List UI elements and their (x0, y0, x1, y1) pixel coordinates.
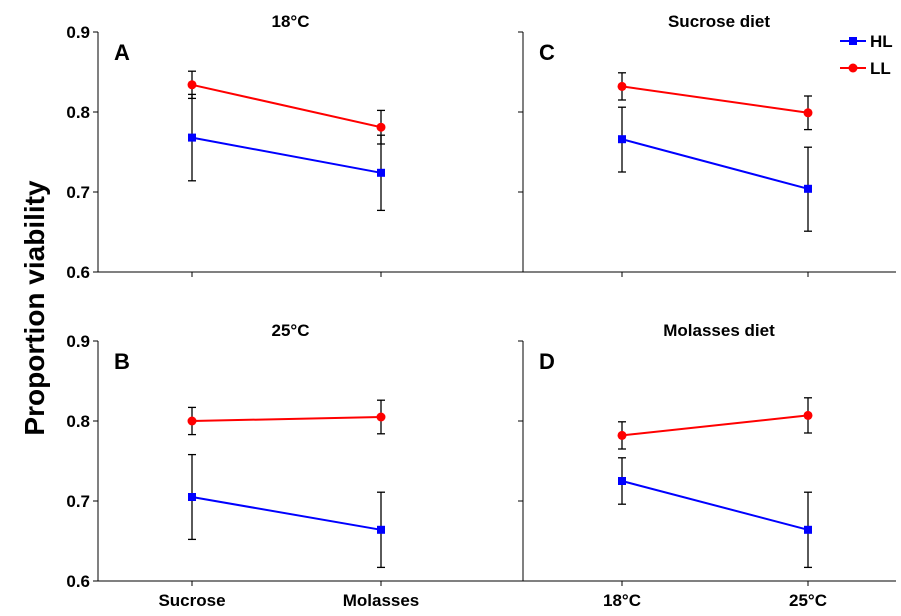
x-tick-label: Sucrose (158, 591, 225, 610)
x-tick-label: 25°C (789, 591, 827, 610)
data-point (187, 80, 197, 90)
legend-entry-hl: HL (840, 32, 893, 51)
data-point (804, 525, 812, 534)
y-axis-label: Proportion viability (19, 180, 50, 436)
panel-a: 0.6 0.7 0.8 0.9 A 18°C (66, 12, 523, 282)
data-point (617, 81, 627, 91)
panel-title: 18°C (272, 12, 310, 31)
y-tick-label: 0.6 (66, 572, 90, 591)
data-point (803, 410, 813, 420)
y-tick-label: 0.7 (66, 183, 90, 202)
series-line (191, 496, 382, 531)
data-point (803, 108, 813, 118)
series-hl (188, 453, 385, 569)
panel-c: C Sucrose diet (518, 12, 896, 277)
data-point (618, 135, 626, 144)
series-line (621, 414, 809, 437)
legend-label: LL (870, 59, 891, 78)
legend-marker (848, 63, 858, 73)
data-point (618, 477, 626, 485)
x-tick-label: Molasses (343, 591, 420, 610)
panel-letter: C (539, 40, 555, 65)
data-point (188, 493, 196, 501)
panel-title: Sucrose diet (668, 12, 770, 31)
y-tick-label: 0.9 (66, 332, 90, 351)
series-hl (188, 93, 385, 212)
legend-marker (849, 37, 857, 45)
data-point (804, 184, 812, 193)
panel-title: Molasses diet (663, 321, 775, 340)
series-line (191, 136, 382, 174)
y-tick-label: 0.9 (66, 23, 90, 42)
y-tick-label: 0.8 (66, 103, 90, 122)
data-point (187, 416, 197, 426)
series-ll (187, 399, 386, 436)
panel-title: 25°C (272, 321, 310, 340)
data-point (188, 133, 196, 142)
panel-letter: A (114, 40, 130, 65)
data-point (617, 430, 627, 440)
series-hl (618, 106, 812, 232)
data-point (377, 168, 385, 177)
series-hl (618, 457, 812, 569)
series-line (191, 416, 382, 422)
data-point (377, 525, 385, 534)
legend-label: HL (870, 32, 893, 51)
legend-entry-ll: LL (840, 59, 891, 78)
data-point (376, 412, 386, 422)
series-ll (617, 72, 813, 131)
y-tick-label: 0.7 (66, 492, 90, 511)
series-line (621, 85, 809, 114)
panel-letter: D (539, 349, 555, 374)
series-line (191, 83, 382, 129)
panel-d: 18°C 25°C D Molasses diet (518, 321, 896, 610)
data-point (376, 122, 386, 132)
panel-letter: B (114, 349, 130, 374)
panel-b: 0.6 0.7 0.8 0.9 Sucrose Molasses B 25°C (66, 321, 523, 610)
legend: HL LL (840, 32, 893, 78)
series-ll (617, 397, 813, 450)
series-line (621, 480, 809, 531)
y-tick-label: 0.8 (66, 412, 90, 431)
x-tick-label: 18°C (603, 591, 641, 610)
series-line (621, 138, 809, 190)
y-tick-label: 0.6 (66, 263, 90, 282)
series-ll (187, 70, 386, 145)
